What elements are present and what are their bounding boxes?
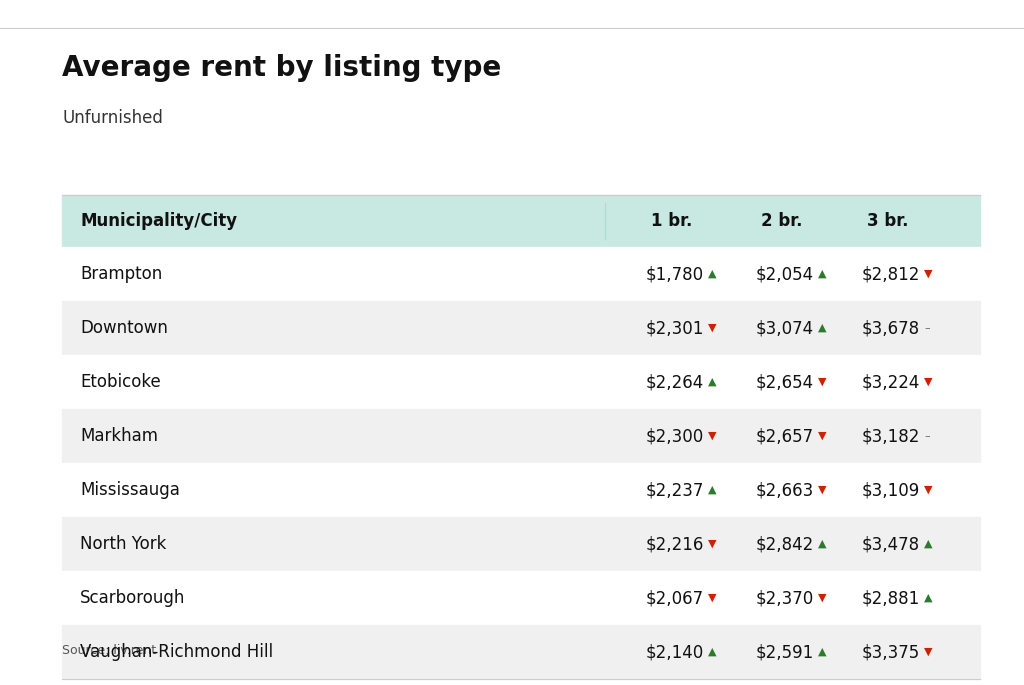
Text: $2,264: $2,264 [646,373,705,391]
Text: ▲: ▲ [818,539,826,549]
Text: ▲: ▲ [708,269,717,279]
Text: $3,109: $3,109 [862,481,920,499]
Text: ▲: ▲ [818,269,826,279]
Text: Mississauga: Mississauga [80,481,180,499]
Text: $3,224: $3,224 [861,373,920,391]
Text: ▼: ▼ [924,647,933,657]
Text: $2,300: $2,300 [646,427,705,445]
Text: ▼: ▼ [818,485,826,495]
Text: Vaughan-Richmond Hill: Vaughan-Richmond Hill [80,643,273,661]
Text: $2,663: $2,663 [756,481,814,499]
Bar [62,571,980,625]
Text: Etobicoke: Etobicoke [80,373,161,391]
Text: ▼: ▼ [924,377,933,387]
Text: $2,237: $2,237 [645,481,705,499]
Text: Municipality/City: Municipality/City [80,212,238,230]
Text: ▼: ▼ [924,485,933,495]
Text: ▲: ▲ [708,647,717,657]
Text: 2 br.: 2 br. [761,212,803,230]
Text: ▲: ▲ [708,377,717,387]
Text: ▲: ▲ [818,647,826,657]
Bar [62,625,980,679]
Text: ▼: ▼ [708,431,717,441]
Text: $2,881: $2,881 [862,589,920,607]
Text: ▲: ▲ [924,539,933,549]
Text: $1,780: $1,780 [646,265,705,283]
Text: North York: North York [80,535,166,553]
Bar [62,517,980,571]
Text: $2,301: $2,301 [645,319,705,337]
Text: Downtown: Downtown [80,319,168,337]
Text: ▲: ▲ [818,323,826,333]
Bar [62,195,980,247]
Text: $2,054: $2,054 [756,265,814,283]
Text: 1 br.: 1 br. [651,212,692,230]
Text: ▼: ▼ [924,269,933,279]
Text: 3 br.: 3 br. [867,212,908,230]
Text: ▲: ▲ [708,485,717,495]
Text: –: – [924,431,930,441]
Text: –: – [924,323,930,333]
Text: $2,370: $2,370 [756,589,814,607]
Text: $2,654: $2,654 [756,373,814,391]
Text: Brampton: Brampton [80,265,162,283]
Text: Average rent by listing type: Average rent by listing type [62,54,502,82]
Text: $2,842: $2,842 [756,535,814,553]
Text: $2,067: $2,067 [646,589,705,607]
Text: Markham: Markham [80,427,158,445]
Text: ▼: ▼ [708,539,717,549]
Text: $2,812: $2,812 [861,265,920,283]
Text: $3,478: $3,478 [862,535,920,553]
Text: ▲: ▲ [924,593,933,603]
Text: $2,657: $2,657 [756,427,814,445]
Text: $2,216: $2,216 [645,535,705,553]
Text: $2,140: $2,140 [646,643,705,661]
Text: ▼: ▼ [818,377,826,387]
Text: $3,375: $3,375 [862,643,920,661]
Text: Source: liv.rent: Source: liv.rent [62,643,156,656]
Text: Scarborough: Scarborough [80,589,185,607]
Text: ▼: ▼ [818,593,826,603]
Text: $3,182: $3,182 [861,427,920,445]
Text: $2,591: $2,591 [756,643,814,661]
Bar [62,301,980,355]
Text: $3,678: $3,678 [862,319,920,337]
Text: Unfurnished: Unfurnished [62,109,163,127]
Bar [62,247,980,301]
Bar [62,355,980,409]
Text: ▼: ▼ [818,431,826,441]
Bar [62,463,980,517]
Text: ▼: ▼ [708,593,717,603]
Bar [62,409,980,463]
Text: $3,074: $3,074 [756,319,814,337]
Text: ▼: ▼ [708,323,717,333]
